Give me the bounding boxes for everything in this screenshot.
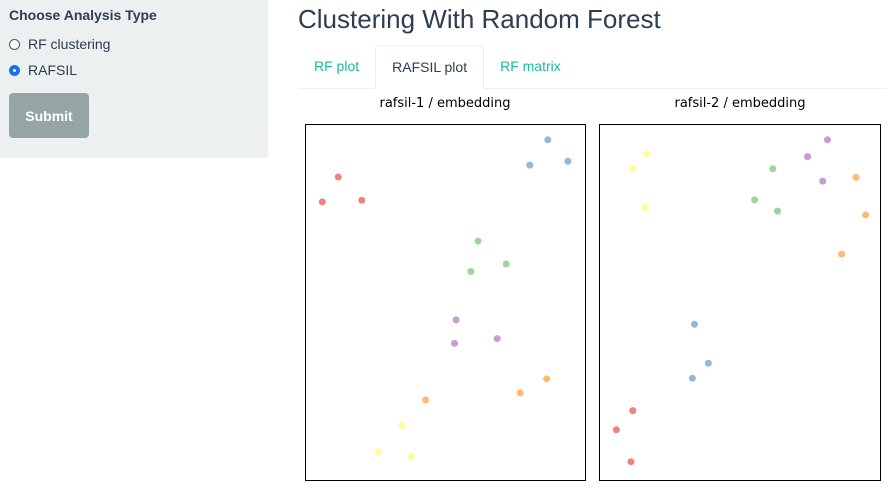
scatter-point-orange (862, 211, 870, 219)
analysis-type-label: Choose Analysis Type (9, 7, 157, 23)
scatter-point-blue (526, 161, 534, 169)
scatter-point-red (629, 407, 637, 415)
tab-rafsil-plot[interactable]: RAFSIL plot (375, 45, 485, 89)
scatter-point-purple (824, 136, 831, 144)
scatter-point-red (358, 196, 366, 204)
scatter-point-orange (852, 173, 860, 181)
radio-button-rafsil[interactable] (9, 64, 20, 76)
scatter-point-yellow (374, 448, 382, 456)
scatter-point-green (467, 268, 475, 275)
panel-1-points (318, 136, 572, 461)
scatter-point-green (474, 237, 482, 245)
scatter-point-purple (451, 339, 458, 347)
scatter-point-purple (493, 335, 501, 343)
scatter-point-orange (838, 250, 846, 258)
tab-rf-plot[interactable]: RF plot (314, 58, 360, 74)
page-title: Clustering With Random Forest (298, 4, 661, 34)
scatter-point-blue (691, 320, 698, 328)
scatter-point-green (769, 165, 777, 173)
radio-option-rf-clustering[interactable]: RF clustering (9, 31, 259, 57)
tab-rf-matrix[interactable]: RF matrix (500, 58, 561, 74)
submit-button[interactable]: Submit (9, 93, 89, 138)
panel-1-title: rafsil-1 / embedding (379, 96, 510, 111)
scatter-point-red (612, 426, 620, 434)
scatter-point-blue (688, 374, 696, 382)
radio-label-rafsil[interactable]: RAFSIL (28, 62, 78, 78)
scatter-point-green (774, 207, 781, 215)
scatter-point-purple (452, 316, 460, 324)
scatter-point-orange (543, 375, 551, 383)
scatter-point-orange (422, 396, 430, 404)
radio-label-rf-clustering[interactable]: RF clustering (28, 36, 111, 52)
scatter-point-red (318, 198, 326, 206)
scatter-point-blue (544, 136, 552, 144)
scatter-point-red (627, 458, 635, 466)
scatter-point-red (334, 173, 342, 181)
panel-2-title: rafsil-2 / embedding (674, 96, 805, 111)
radio-option-rafsil[interactable]: RAFSIL (9, 57, 259, 83)
scatter-point-purple (804, 153, 812, 161)
sidebar-panel: Choose Analysis Type RF clustering RAFSI… (0, 0, 268, 158)
panel-2-frame (599, 124, 881, 481)
scatter-point-green (502, 260, 510, 268)
scatter-point-yellow (398, 422, 406, 430)
scatter-point-blue (564, 157, 572, 165)
radio-button-rf-clustering[interactable] (9, 38, 20, 50)
tab-bar: RF plot RAFSIL plot RF matrix (298, 45, 887, 89)
scatter-panel-2: rafsil-2 / embedding (599, 96, 881, 481)
scatter-point-purple (819, 177, 827, 185)
scatter-point-orange (516, 389, 524, 397)
scatter-panel-1: rafsil-1 / embedding (305, 96, 586, 481)
scatter-point-yellow (643, 150, 651, 158)
scatter-point-blue (704, 359, 712, 367)
panel-2-points (612, 136, 870, 466)
scatter-point-yellow (407, 453, 415, 461)
panel-1-frame (305, 124, 586, 481)
scatter-point-yellow (629, 165, 637, 173)
scatter-point-yellow (641, 203, 649, 211)
scatter-point-green (751, 196, 759, 204)
